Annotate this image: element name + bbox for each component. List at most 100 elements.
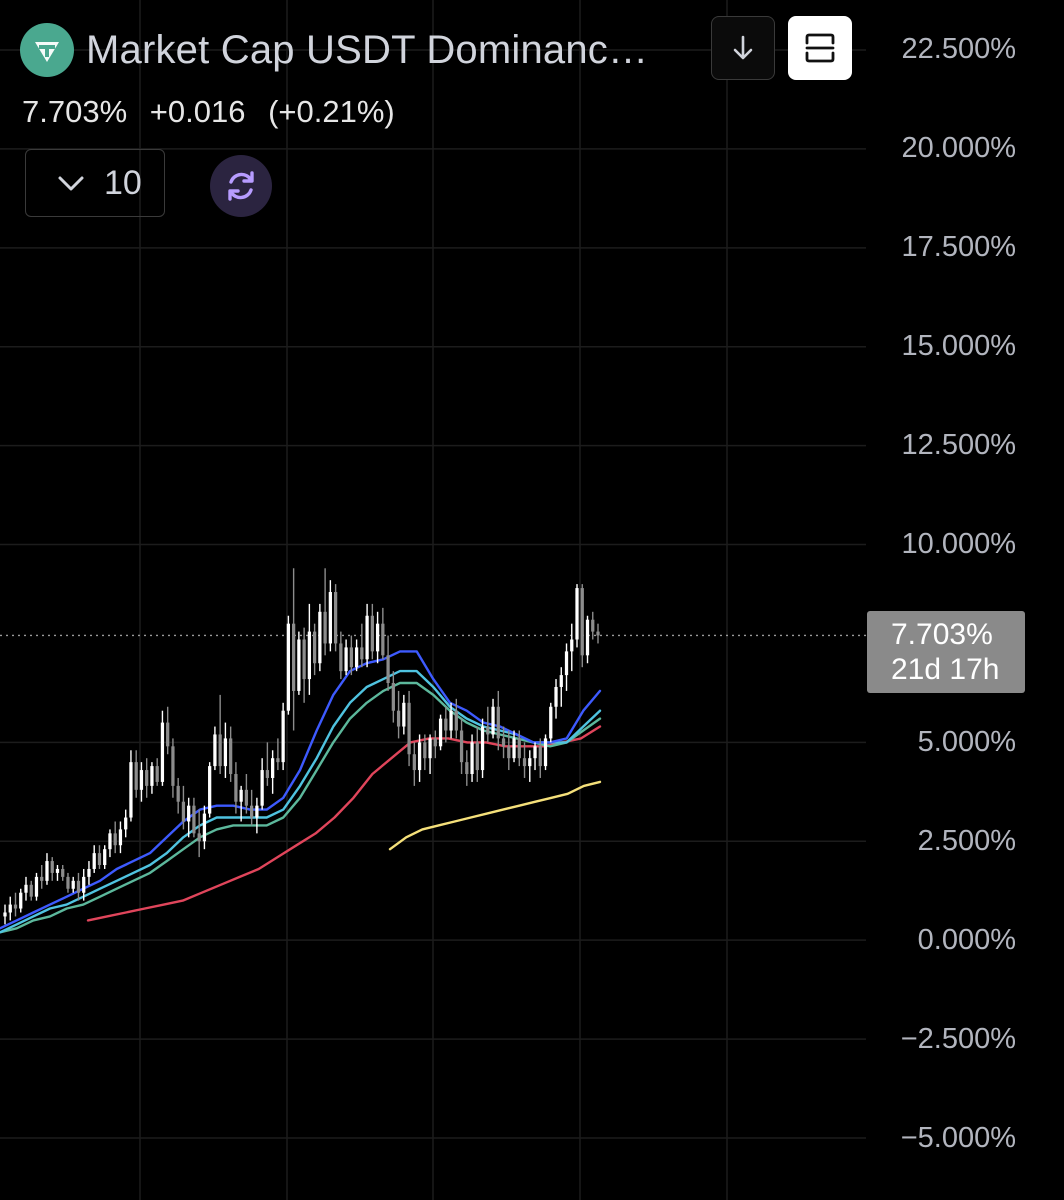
- candle-body-up: [160, 722, 165, 782]
- candle-body-up: [92, 853, 96, 869]
- symbol-row[interactable]: Market Cap USDT Dominanc…: [20, 22, 676, 78]
- price-tag-countdown: 21d 17h: [891, 653, 1000, 686]
- candle-body-up: [260, 770, 264, 806]
- candle-body-up: [19, 892, 23, 909]
- refresh-button[interactable]: [210, 155, 272, 217]
- moving-averages: [0, 650, 602, 934]
- candle-body-down: [13, 904, 18, 909]
- candle-body-up: [570, 639, 574, 652]
- price-tag-value: 7.703%: [891, 618, 993, 651]
- candle-body-down: [381, 623, 385, 656]
- interval-value: 10: [104, 163, 142, 202]
- candle-body-down: [134, 762, 138, 790]
- ema-slow-line: [86, 725, 602, 922]
- candle-body-down: [155, 766, 159, 782]
- candle-body-down: [349, 647, 353, 668]
- chart-header: Market Cap USDT Dominanc…: [20, 22, 860, 242]
- candle-body-down: [113, 833, 117, 846]
- candle-body-up: [286, 623, 291, 711]
- candle-body-up: [24, 884, 28, 893]
- axis-tick-label: 5.000%: [917, 726, 1016, 758]
- symbol-title[interactable]: Market Cap USDT Dominanc…: [86, 27, 649, 72]
- candle-body-down: [475, 742, 479, 771]
- candle-body-down: [265, 770, 270, 778]
- candle-body-up: [533, 746, 537, 759]
- candle-body-up: [297, 639, 301, 691]
- candle-body-up: [139, 770, 144, 790]
- candle-body-up: [150, 766, 154, 786]
- fullscreen-button[interactable]: [788, 16, 852, 80]
- candle-body-down: [412, 754, 416, 771]
- tether-icon: [20, 23, 74, 77]
- candle-body-down: [312, 631, 317, 664]
- candle-body-up: [528, 758, 532, 767]
- candle-body-up: [124, 817, 128, 830]
- candle-body-down: [333, 592, 338, 644]
- candle-body-down: [61, 868, 65, 877]
- candle-body-down: [459, 730, 464, 763]
- candle-body-up: [307, 631, 311, 680]
- candle-body-down: [339, 643, 343, 672]
- axis-tick-label: −5.000%: [900, 1122, 1016, 1154]
- candle-body-down: [66, 876, 70, 889]
- candle-body-up: [575, 588, 579, 640]
- ema-mid1-line: [0, 669, 602, 934]
- candle-body-down: [197, 833, 201, 842]
- candle-body-up: [480, 726, 485, 771]
- candle-body-down: [181, 801, 186, 822]
- candle-body-down: [517, 738, 521, 759]
- grid-lines: [0, 0, 866, 1200]
- candle-body-up: [543, 738, 548, 767]
- candle-body-down: [507, 746, 511, 759]
- download-button[interactable]: [711, 16, 775, 80]
- candle-body-down: [323, 611, 327, 644]
- candle-body-down: [276, 758, 280, 763]
- candle-body-up: [108, 833, 112, 850]
- axis-tick-label: 22.500%: [901, 33, 1017, 65]
- candle-body-up: [438, 718, 443, 747]
- candle-body-up: [564, 651, 569, 676]
- candles: [3, 568, 600, 925]
- candle-body-up: [512, 738, 516, 759]
- axis-tick-label: −2.500%: [900, 1023, 1016, 1055]
- candle-body-up: [365, 615, 369, 660]
- candle-body-down: [591, 619, 595, 632]
- candle-body-up: [129, 762, 133, 818]
- candle-body-up: [271, 758, 275, 778]
- candle-body-down: [76, 880, 81, 893]
- candle-body-up: [281, 710, 285, 763]
- candle-body-down: [501, 738, 506, 747]
- candle-body-down: [29, 884, 33, 897]
- candle-body-up: [428, 738, 432, 759]
- candle-body-up: [491, 706, 495, 735]
- candle-body-down: [522, 758, 527, 767]
- candle-body-up: [344, 647, 348, 672]
- candle-body-down: [396, 710, 401, 727]
- axis-tick-label: 12.500%: [901, 429, 1017, 461]
- candle-body-up: [55, 868, 60, 873]
- candle-body-up: [239, 789, 243, 802]
- candle-body-up: [318, 611, 322, 664]
- candle-body-up: [34, 876, 39, 897]
- candle-body-down: [234, 774, 238, 802]
- candle-body-up: [82, 876, 86, 893]
- candle-body-up: [187, 805, 191, 822]
- quote-row: 7.703% +0.016 (+0.21%): [22, 94, 409, 130]
- interval-selector[interactable]: 10: [25, 149, 165, 217]
- axis-tick-label: 15.000%: [901, 330, 1017, 362]
- candle-body-up: [103, 849, 107, 866]
- candle-body-up: [45, 861, 49, 881]
- axis-tick-label: 17.500%: [901, 231, 1017, 263]
- refresh-icon: [228, 171, 254, 201]
- candle-body-down: [229, 738, 233, 775]
- axis-tick-label: 2.500%: [917, 825, 1016, 857]
- ema-mid2-line: [0, 681, 602, 934]
- candle-body-down: [580, 588, 584, 656]
- candle-body-up: [354, 647, 359, 668]
- candle-body-up: [71, 880, 75, 889]
- candle-body-up: [559, 675, 563, 687]
- axis-tick-label: 0.000%: [917, 924, 1016, 956]
- candle-body-up: [328, 592, 332, 644]
